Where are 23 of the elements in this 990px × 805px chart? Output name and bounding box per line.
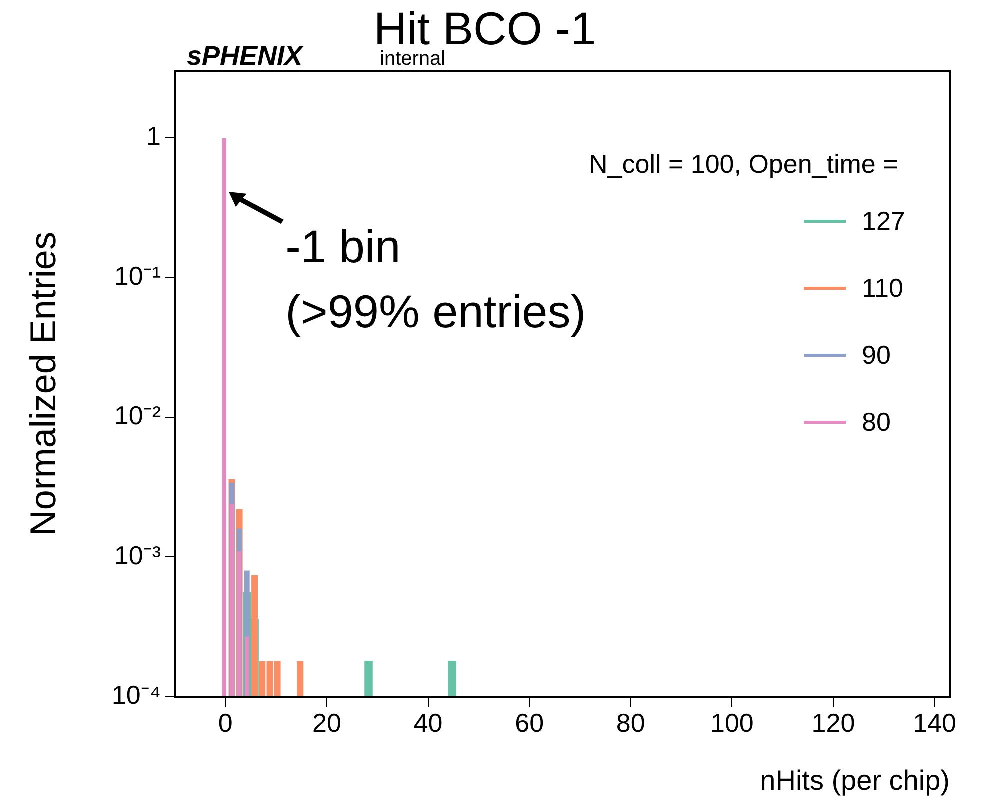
y-tick-label: 10⁻⁴: [112, 680, 161, 710]
x-tick-label: 60: [515, 708, 544, 738]
x-tick-label: 100: [710, 708, 754, 738]
x-tick-label: 40: [414, 708, 443, 738]
annotation: -1 bin (>99% entries): [286, 220, 586, 338]
x-tick-label: 80: [616, 708, 646, 738]
x-tick-label: 0: [218, 708, 233, 738]
text: internal: [380, 48, 446, 70]
x-tick-label: 20: [312, 708, 342, 738]
y-axis-title: Normalized Entries: [22, 232, 64, 536]
legend-label: 127: [862, 206, 906, 238]
text: sPHENIX: [187, 41, 305, 72]
y-tick-label: 10⁻²: [114, 400, 162, 431]
y-tick-label: 10⁻³: [114, 540, 162, 570]
y-tick-label: 10⁻¹: [114, 260, 162, 291]
y-tick-label: 1: [146, 121, 161, 152]
legend-label: 90: [862, 340, 891, 372]
x-tick-label: 140: [913, 708, 956, 738]
legend-label: 110: [862, 273, 904, 304]
x-tick-label: 120: [812, 708, 856, 738]
x-axis-title: nHits (per chip): [760, 764, 950, 796]
legend-label: 80: [862, 407, 891, 438]
legend-title: N_coll = 100, Open_time =: [589, 149, 900, 180]
